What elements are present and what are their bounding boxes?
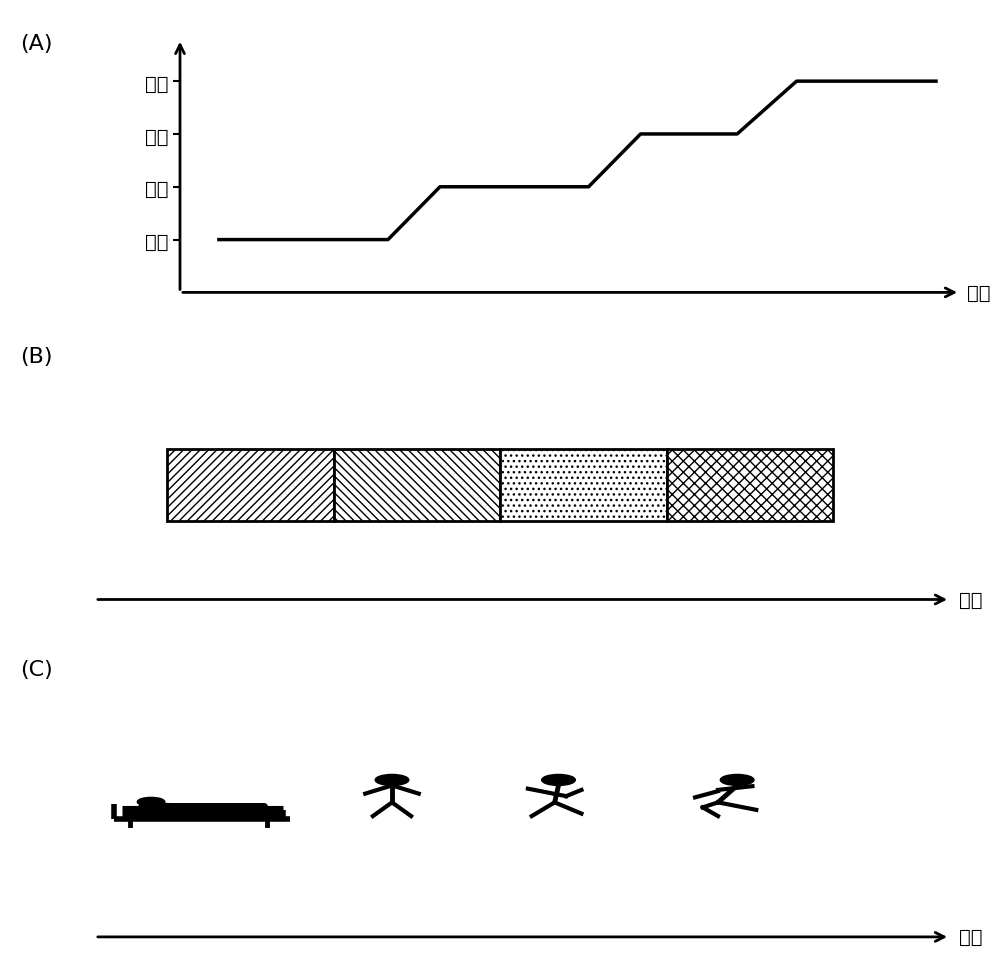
Text: (A): (A) <box>20 34 52 54</box>
Bar <box>167 450 334 521</box>
Text: 时间: 时间 <box>967 283 991 303</box>
Text: 时间: 时间 <box>959 590 983 610</box>
Text: (B): (B) <box>20 347 52 366</box>
Ellipse shape <box>139 803 181 809</box>
Bar <box>500 450 667 521</box>
Bar <box>334 450 500 521</box>
Bar <box>666 450 833 521</box>
Circle shape <box>542 775 575 786</box>
Circle shape <box>137 797 165 807</box>
Circle shape <box>375 775 409 786</box>
Text: (C): (C) <box>20 659 53 679</box>
Circle shape <box>720 775 754 786</box>
Text: 时间: 时间 <box>959 927 983 947</box>
